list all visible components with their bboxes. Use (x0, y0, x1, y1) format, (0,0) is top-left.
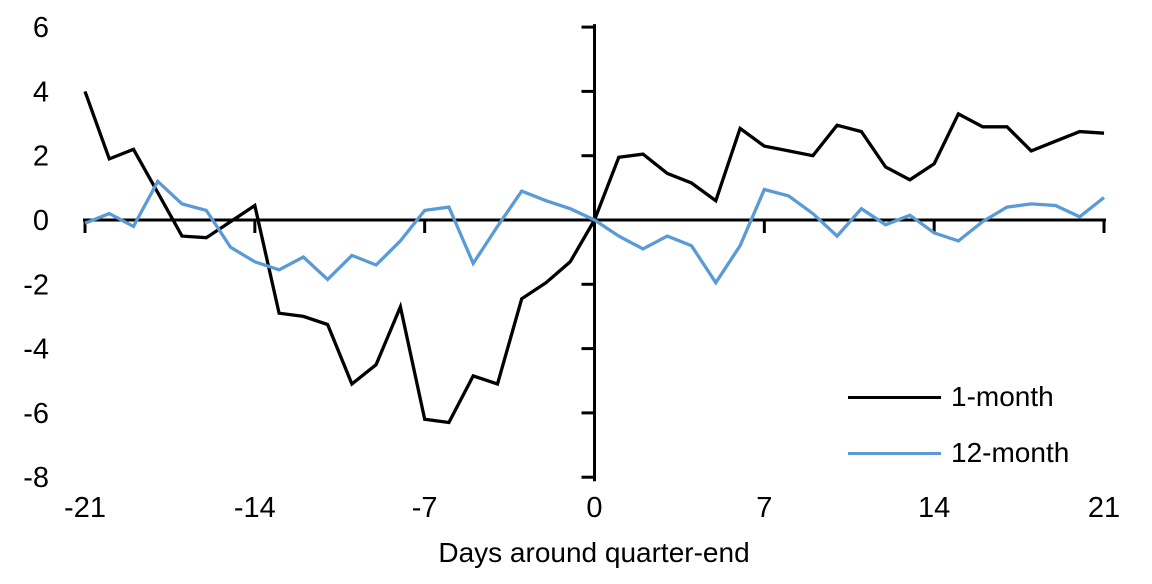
legend-line-swatch-blue (848, 451, 941, 455)
x-tick-label: 14 (918, 492, 950, 524)
x-tick-label: -21 (64, 492, 106, 524)
x-tick-label: -7 (412, 492, 438, 524)
y-tick-label: 2 (33, 141, 49, 173)
y-tick-label: -2 (23, 269, 49, 301)
legend-label-12month: 12-month (951, 437, 1070, 468)
y-tick-label: 6 (33, 12, 49, 44)
legend: 1-month 12-month (848, 379, 1069, 491)
y-tick-label: 4 (33, 76, 49, 108)
legend-line-swatch-black (848, 395, 941, 399)
tick-labels: -21 -14 -7 0 7 14 21 6 4 2 0 -2 -4 -6 -8 (23, 12, 1120, 524)
x-axis-title: Days around quarter-end (438, 537, 749, 568)
x-tick-label: 21 (1088, 492, 1120, 524)
y-tick-label: -8 (23, 462, 49, 494)
x-tick-label: -14 (234, 492, 276, 524)
legend-label-1month: 1-month (951, 381, 1054, 412)
legend-item-1month: 1-month (848, 379, 1069, 415)
legend-item-12month: 12-month (848, 435, 1069, 471)
series-lines (83, 90, 1106, 425)
y-tick-label: -4 (23, 334, 49, 366)
x-tick-label: 7 (756, 492, 772, 524)
x-tick-label: 0 (586, 492, 602, 524)
series-line-12-month (84, 178, 1106, 286)
y-tick-label: 0 (33, 205, 49, 237)
y-tick-label: -6 (23, 398, 49, 430)
